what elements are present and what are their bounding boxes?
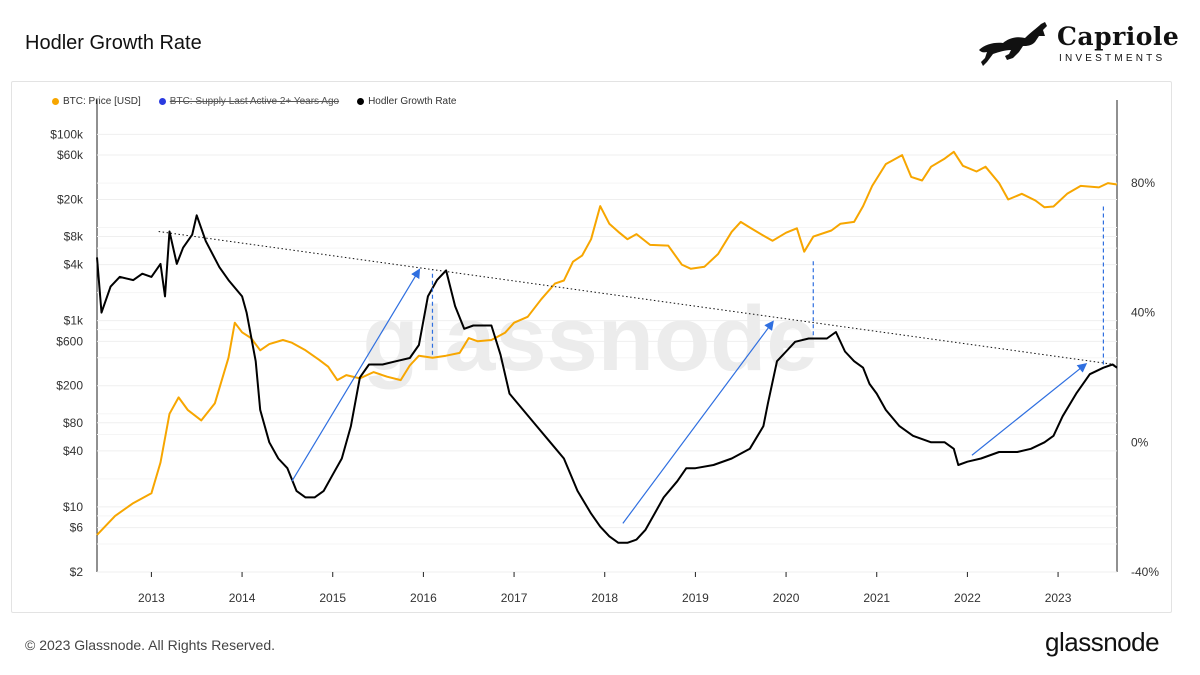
brand-name: Capriole: [1057, 22, 1180, 51]
hodler-growth-line: [96, 214, 1118, 544]
brand-subtitle: INVESTMENTS: [1059, 53, 1166, 64]
x-tick-label: 2020: [773, 591, 800, 605]
x-tick-label: 2022: [954, 591, 981, 605]
left-tick-label: $20k: [57, 192, 84, 206]
left-tick-label: $200: [56, 379, 83, 393]
capriole-logo: Capriole INVESTMENTS: [975, 14, 1180, 74]
left-tick-label: $10: [63, 500, 83, 514]
horse-icon: [979, 22, 1047, 66]
x-tick-label: 2021: [863, 591, 890, 605]
right-tick-label: -40%: [1131, 565, 1159, 579]
copyright-text: © 2023 Glassnode. All Rights Reserved.: [25, 637, 276, 653]
left-axis: $100k $60k $20k $8k $4k $1k $600 $200 $80 $40 $10 $…: [50, 127, 84, 579]
x-tick-label: 2013: [138, 591, 165, 605]
left-tick-label: $1k: [64, 314, 84, 328]
legend-item-price[interactable]: BTC: Price [USD]: [52, 94, 141, 108]
trend-line: [158, 231, 1115, 365]
left-tick-label: $4k: [64, 258, 84, 272]
glassnode-logo: glassnode: [1045, 627, 1160, 657]
price-line: [96, 150, 1118, 536]
series-layer: [96, 150, 1118, 544]
x-tick-label: 2017: [501, 591, 528, 605]
annotations: [158, 205, 1115, 524]
legend-label-hodler: Hodler Growth Rate: [368, 95, 457, 107]
x-tick-label: 2019: [682, 591, 709, 605]
right-tick-label: 0%: [1131, 435, 1149, 449]
left-tick-label: $60k: [57, 148, 84, 162]
legend-label-supply: BTC: Supply Last Active 2+ Years Ago: [169, 95, 340, 107]
left-tick-label: $2: [70, 565, 84, 579]
x-axis: 2013 2014 2015 2016 2017 2018 2019 2020 2021 2022…: [138, 572, 1072, 605]
legend-dot-supply: [158, 97, 166, 105]
legend-label-price: BTC: Price [USD]: [63, 95, 141, 107]
x-tick-label: 2023: [1045, 591, 1072, 605]
x-tick-label: 2014: [229, 591, 256, 605]
legend-dot-hodler: [357, 97, 365, 105]
legend-item-hodler[interactable]: Hodler Growth Rate: [357, 94, 456, 108]
right-tick-label: 80%: [1131, 176, 1155, 190]
left-tick-label: $40: [63, 444, 83, 458]
left-tick-label: $6: [70, 521, 84, 535]
chart-panel: [11, 81, 1172, 613]
legend: BTC: Price [USD] BTC: Supply Last Active…: [52, 94, 456, 108]
grid: [96, 100, 1118, 573]
left-tick-label: $80: [63, 416, 83, 430]
left-tick-label: $600: [56, 334, 83, 348]
growth-arrow: [291, 268, 421, 482]
left-tick-label: $100k: [50, 127, 84, 141]
left-tick-label: $8k: [64, 230, 84, 244]
right-axis: 80% 40% 0% -40%: [1131, 176, 1159, 579]
legend-item-supply[interactable]: BTC: Supply Last Active 2+ Years Ago: [158, 94, 340, 108]
x-tick-label: 2015: [319, 591, 346, 605]
legend-dot-price: [52, 97, 59, 105]
x-tick-label: 2016: [410, 591, 437, 605]
watermark-text: glassnode: [362, 288, 817, 390]
x-tick-label: 2018: [591, 591, 618, 605]
chart-title: Hodler Growth Rate: [25, 32, 202, 54]
growth-arrow: [971, 362, 1088, 456]
right-tick-label: 40%: [1131, 306, 1155, 320]
growth-arrow: [622, 320, 774, 524]
